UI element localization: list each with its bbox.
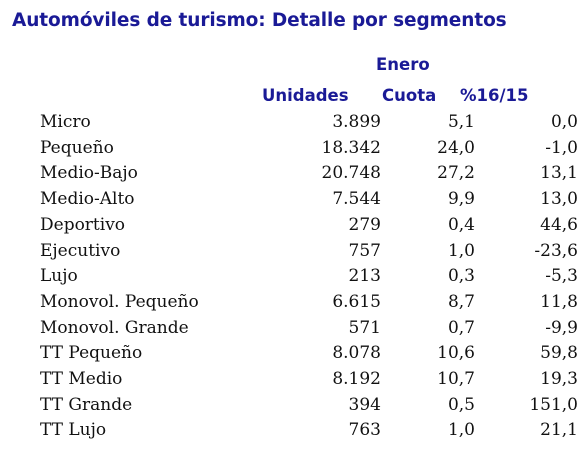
table-row: Pequeño 18.342 24,0 -1,0: [40, 136, 578, 162]
table-row: Micro 3.899 5,1 0,0: [40, 110, 578, 136]
variacion-cell: 44,6: [540, 214, 578, 235]
segment-name-cell: TT Medio: [40, 369, 123, 390]
unidades-cell: 757: [348, 240, 381, 261]
variacion-cell: 21,1: [540, 420, 578, 441]
column-header-variacion: %16/15: [460, 86, 529, 105]
variacion-cell: 59,8: [540, 343, 578, 364]
variacion-cell: 11,8: [540, 291, 578, 312]
table-row: Ejecutivo 757 1,0 -23,6: [40, 239, 578, 265]
segment-name-cell: Monovol. Grande: [40, 317, 189, 338]
segment-name-cell: TT Grande: [40, 394, 133, 415]
segment-name-cell: Medio-Bajo: [40, 163, 138, 184]
unidades-cell: 394: [348, 394, 381, 415]
table-row: TT Lujo 763 1,0 21,1: [40, 418, 578, 444]
segment-table: Micro 3.899 5,1 0,0 Pequeño 18.342 24,0 -1,0 Med…: [40, 110, 578, 444]
table-row: Deportivo 279 0,4 44,6: [40, 213, 578, 239]
unidades-cell: 20.748: [321, 163, 381, 184]
segment-name-cell: Ejecutivo: [40, 240, 121, 261]
cuota-cell: 24,0: [437, 137, 475, 158]
unidades-cell: 7.544: [332, 189, 381, 210]
variacion-cell: 19,3: [540, 369, 578, 390]
cuota-cell: 0,3: [447, 266, 475, 287]
unidades-cell: 571: [348, 317, 381, 338]
variacion-cell: -9,9: [545, 317, 578, 338]
segment-name-cell: Medio-Alto: [40, 189, 135, 210]
table-row: TT Pequeño 8.078 10,6 59,8: [40, 341, 578, 367]
table-row: TT Medio 8.192 10,7 19,3: [40, 367, 578, 393]
segment-name-cell: Micro: [40, 112, 91, 132]
segment-name-cell: Monovol. Pequeño: [40, 291, 199, 312]
unidades-cell: 279: [348, 214, 381, 235]
unidades-cell: 6.615: [332, 291, 381, 312]
unidades-cell: 3.899: [332, 112, 381, 132]
column-header-unidades: Unidades: [262, 86, 349, 105]
variacion-cell: 151,0: [529, 394, 578, 415]
unidades-cell: 18.342: [321, 137, 381, 158]
cuota-cell: 5,1: [447, 112, 475, 132]
segment-name-cell: Deportivo: [40, 214, 126, 235]
cuota-cell: 8,7: [447, 291, 475, 312]
variacion-cell: -1,0: [545, 137, 578, 158]
unidades-cell: 763: [348, 420, 381, 441]
segment-name-cell: TT Lujo: [40, 420, 107, 441]
variacion-cell: 0,0: [550, 112, 578, 132]
cuota-cell: 27,2: [437, 163, 475, 184]
chart-title: Automóviles de turismo: Detalle por segm…: [12, 10, 507, 31]
unidades-cell: 8.192: [332, 369, 381, 390]
segment-name-cell: Lujo: [40, 266, 78, 287]
cuota-cell: 0,7: [447, 317, 475, 338]
cuota-cell: 9,9: [447, 189, 475, 210]
cuota-cell: 0,4: [447, 214, 475, 235]
cuota-cell: 1,0: [447, 420, 475, 441]
cuota-cell: 0,5: [447, 394, 475, 415]
unidades-cell: 213: [348, 266, 381, 287]
table-row: Lujo 213 0,3 -5,3: [40, 264, 578, 290]
variacion-cell: -5,3: [545, 266, 578, 287]
segment-name-cell: Pequeño: [40, 137, 114, 158]
cuota-cell: 1,0: [447, 240, 475, 261]
variacion-cell: -23,6: [534, 240, 578, 261]
table-row: Medio-Alto 7.544 9,9 13,0: [40, 187, 578, 213]
column-header-cuota: Cuota: [382, 86, 437, 105]
segment-table-body: Micro 3.899 5,1 0,0 Pequeño 18.342 24,0 -1,0 Med…: [40, 110, 578, 444]
variacion-cell: 13,1: [540, 163, 578, 184]
group-header-enero: Enero: [376, 55, 430, 74]
table-row: Monovol. Pequeño 6.615 8,7 11,8: [40, 290, 578, 316]
cuota-cell: 10,6: [437, 343, 475, 364]
table-row: Medio-Bajo 20.748 27,2 13,1: [40, 161, 578, 187]
table-row: Monovol. Grande 571 0,7 -9,9: [40, 316, 578, 342]
table-row: TT Grande 394 0,5 151,0: [40, 393, 578, 419]
unidades-cell: 8.078: [332, 343, 381, 364]
cuota-cell: 10,7: [437, 369, 475, 390]
segment-name-cell: TT Pequeño: [40, 343, 143, 364]
variacion-cell: 13,0: [540, 189, 578, 210]
